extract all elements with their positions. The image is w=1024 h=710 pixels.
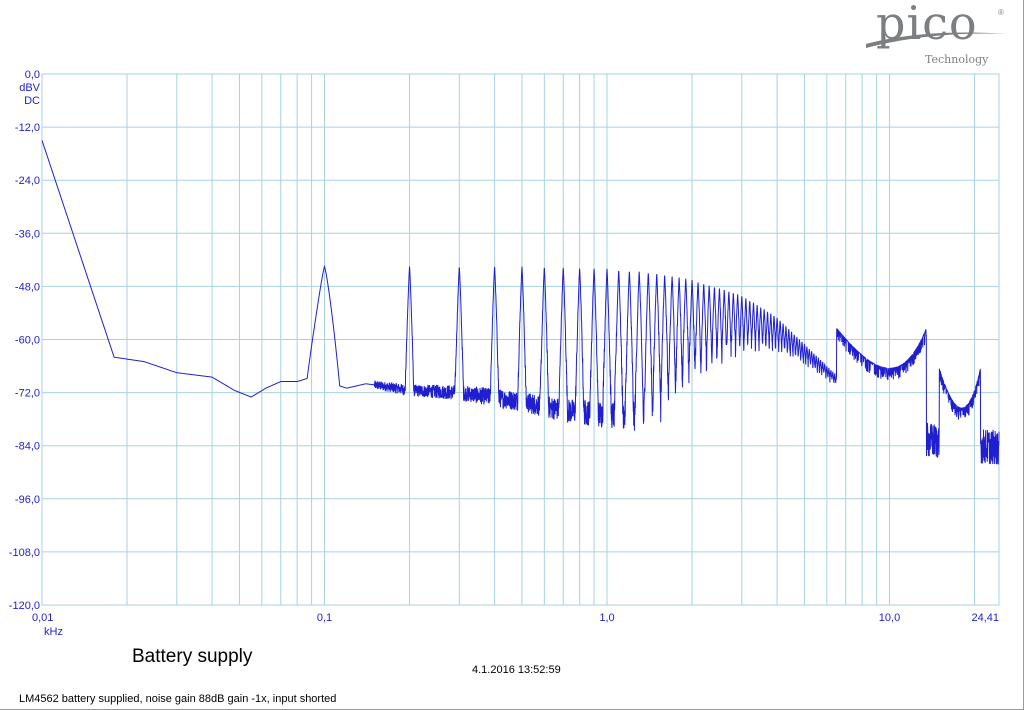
y-tick-label: -36,0 <box>15 228 40 240</box>
y-tick-label: -60,0 <box>15 335 40 347</box>
spectrum-trace <box>41 140 1000 465</box>
y-unit-label: DC <box>24 95 40 107</box>
y-tick-label: -24,0 <box>15 175 40 187</box>
logo-registered-mark: ® <box>998 8 1004 17</box>
y-tick-label: -120,0 <box>9 600 40 612</box>
y-tick-label: -108,0 <box>9 547 40 559</box>
y-tick-label: -72,0 <box>15 388 40 400</box>
x-tick-label: 0,01 <box>32 612 53 624</box>
chart-caption: Battery supply <box>132 646 253 667</box>
x-tick-label: 0,1 <box>317 612 332 624</box>
x-tick-label: 1,0 <box>599 612 614 624</box>
y-unit-label: dBV <box>19 82 40 94</box>
measurement-note: LM4562 battery supplied, noise gain 88dB… <box>19 693 337 705</box>
logo-swoosh-icon <box>866 32 1008 48</box>
x-unit-label: kHz <box>44 626 63 638</box>
y-tick-label: -48,0 <box>15 281 40 293</box>
logo-subtitle: Technology <box>925 53 989 66</box>
pico-logo: pico ® Technology <box>862 0 1012 68</box>
capture-timestamp: 4.1.2016 13:52:59 <box>472 664 561 676</box>
y-tick-label: -12,0 <box>15 122 40 134</box>
x-tick-label: 10,0 <box>879 612 900 624</box>
y-tick-label: -84,0 <box>15 441 40 453</box>
logo-word: pico <box>876 0 978 50</box>
y-tick-label: 0,0 <box>25 69 40 81</box>
x-tick-label: 24,41 <box>971 612 999 624</box>
y-tick-label: -96,0 <box>15 494 40 506</box>
